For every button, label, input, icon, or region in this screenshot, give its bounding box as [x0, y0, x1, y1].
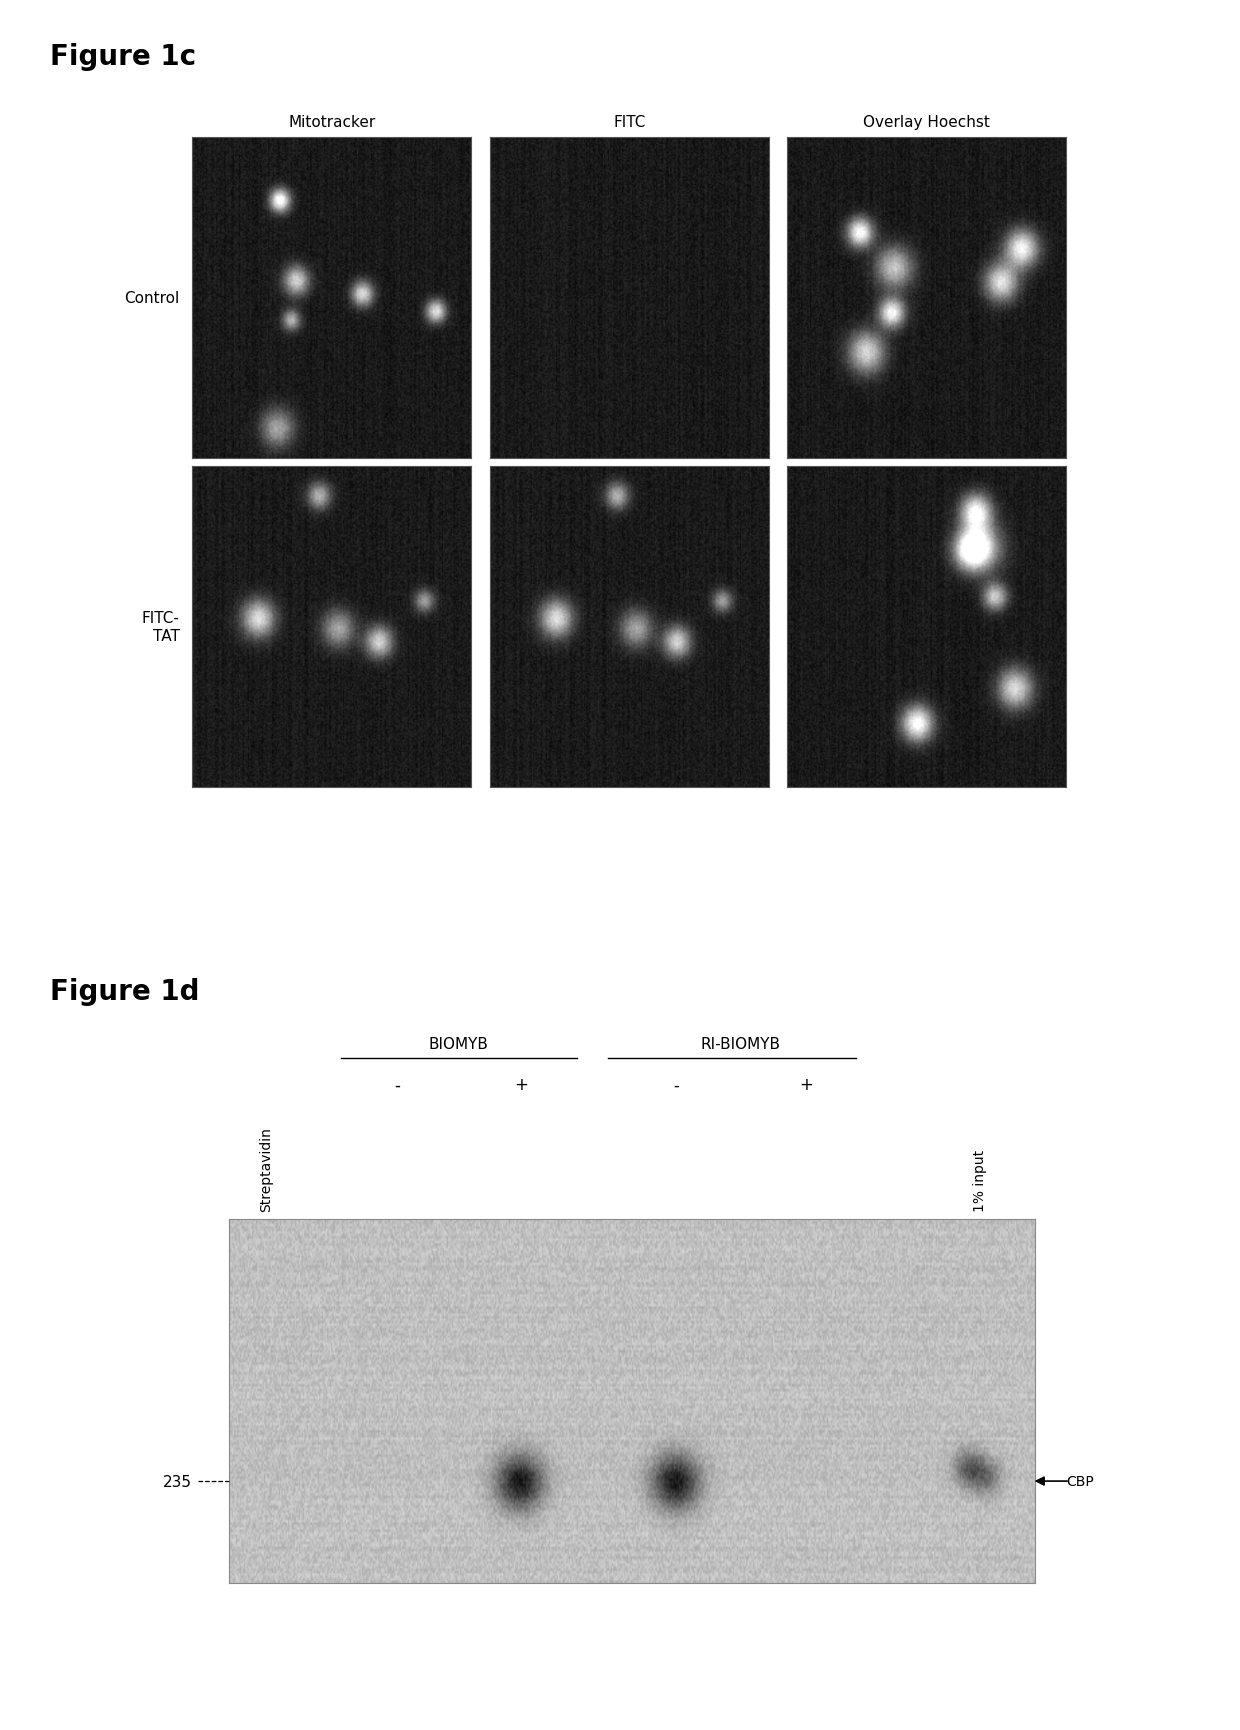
Text: -: -	[394, 1076, 399, 1093]
Text: Figure 1d: Figure 1d	[50, 977, 200, 1005]
Text: FITC: FITC	[613, 114, 646, 130]
Text: CBP: CBP	[1066, 1474, 1094, 1488]
Text: +: +	[513, 1076, 528, 1093]
Text: 1% input: 1% input	[972, 1149, 987, 1211]
Text: BIOMYB: BIOMYB	[429, 1036, 489, 1052]
Text: Mitotracker: Mitotracker	[288, 114, 376, 130]
Text: Figure 1c: Figure 1c	[50, 43, 196, 71]
Text: FITC-
TAT: FITC- TAT	[141, 611, 180, 644]
Text: Control: Control	[124, 291, 180, 306]
Text: -: -	[673, 1076, 678, 1093]
Text: RI-BIOMYB: RI-BIOMYB	[701, 1036, 781, 1052]
Text: Overlay Hoechst: Overlay Hoechst	[863, 114, 991, 130]
Text: +: +	[799, 1076, 813, 1093]
Text: Streptavidin: Streptavidin	[259, 1126, 274, 1211]
Text: 235: 235	[164, 1474, 192, 1490]
